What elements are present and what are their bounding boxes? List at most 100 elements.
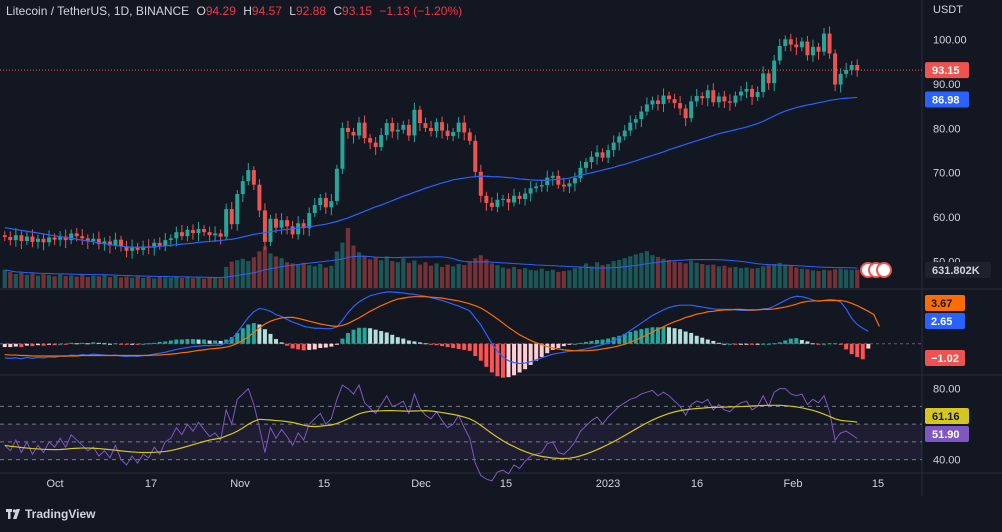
candle-body [683, 108, 688, 119]
candle-body [595, 152, 600, 157]
macd-histogram-bar [2, 343, 7, 348]
macd-histogram-bar [318, 343, 323, 348]
candle-body [85, 238, 90, 242]
volume-bar [141, 278, 146, 288]
rsi-value-label-bg [925, 426, 969, 442]
candle-body [218, 233, 223, 237]
candle-body [644, 104, 649, 112]
macd-histogram-bar [47, 343, 52, 345]
candle-body [473, 140, 478, 172]
ma-value-label: 86.98 [932, 94, 960, 106]
macd-histogram-bar [384, 332, 389, 344]
macd-histogram-bar [146, 343, 151, 345]
time-axis-label: 2023 [596, 478, 620, 490]
macd-histogram-bar [478, 343, 483, 361]
candle-body [711, 90, 716, 103]
candle-body [251, 170, 256, 185]
high-label: H [243, 4, 252, 18]
price-tick-label: 100.00 [933, 35, 967, 47]
volume-bar [666, 259, 672, 288]
candle-body [727, 101, 732, 103]
candle-body [58, 236, 63, 240]
macd-histogram-bar [207, 340, 212, 344]
candle-body [19, 235, 24, 242]
rsi-tick-label: 40.00 [933, 455, 961, 467]
candle-body [429, 127, 433, 132]
candle-body [467, 132, 472, 141]
macd-histogram-bar [750, 343, 755, 345]
candle-body [655, 100, 660, 105]
macd-histogram-bar [285, 343, 290, 346]
macd-histogram-bar [539, 343, 544, 357]
macd-histogram-bar [235, 332, 240, 344]
volume-value-label: 631.802K [932, 265, 980, 277]
volume-bar [522, 268, 528, 288]
volume-bar [46, 275, 52, 288]
volume-bar [362, 255, 367, 288]
volume-bar [705, 265, 710, 288]
volume-bar [761, 266, 766, 288]
macd-histogram-bar [816, 343, 821, 345]
macd-histogram-bar [107, 343, 112, 345]
low-value: 92.88 [295, 4, 327, 18]
volume-bar [606, 264, 611, 288]
volume-bar [185, 277, 190, 288]
candle-body [716, 96, 721, 103]
symbol-title: Litecoin / TetherUS, 1D, BINANCE [6, 4, 190, 18]
volume-bar [118, 277, 124, 288]
macd-histogram-bar [761, 343, 766, 345]
macd-histogram-bar [639, 329, 644, 344]
macd-histogram-bar [705, 339, 710, 344]
volume-bar [268, 253, 273, 288]
volume-bar [844, 269, 849, 288]
brand-name: TradingView [25, 507, 96, 521]
macd-histogram-bar [700, 337, 705, 344]
volume-bar [284, 262, 290, 288]
volume-bar [229, 261, 234, 288]
volume-bar [301, 262, 306, 288]
volume-bar [213, 278, 218, 288]
volume-bar [390, 261, 395, 288]
candle-body [783, 39, 788, 46]
macd-histogram-bar [13, 343, 18, 347]
candle-body [738, 91, 743, 96]
volume-bar [572, 268, 578, 288]
macd-histogram-bar [838, 343, 843, 345]
time-axis-label: Dec [411, 478, 431, 490]
time-axis-label: 15 [872, 478, 884, 490]
candle-body [661, 95, 666, 105]
volume-bar [810, 270, 816, 288]
macd-histogram-bar [290, 343, 295, 349]
candle-body [539, 185, 544, 187]
candle-body [379, 135, 384, 148]
volume-bar [578, 266, 583, 288]
macd-histogram-bar [473, 343, 478, 356]
time-axis-label: 15 [500, 478, 512, 490]
volume-bar [368, 259, 373, 288]
macd-histogram-bar [689, 332, 694, 344]
volume-average-line [4, 255, 858, 279]
candle-body [74, 233, 79, 237]
macd-histogram-bar [401, 338, 406, 344]
candle-body [368, 138, 373, 143]
candle-body [174, 232, 179, 239]
signal-value-label-bg [925, 295, 965, 311]
macd-histogram-bar [24, 343, 29, 346]
candle-body [611, 142, 616, 151]
macd-histogram-bar [395, 337, 400, 344]
candle-body [334, 168, 339, 202]
candle-body [628, 122, 633, 131]
tradingview-logo[interactable]: TradingView [6, 507, 95, 521]
candle-body [794, 44, 799, 48]
candle-body [362, 122, 367, 139]
macd-histogram-bar [135, 343, 140, 345]
candle-body [91, 238, 96, 242]
volume-bar [417, 264, 423, 288]
volume-bar [240, 258, 245, 288]
candle-body [279, 220, 284, 228]
volume-bar [727, 267, 733, 288]
macd-histogram-bar [827, 343, 832, 345]
macd-histogram-bar [445, 343, 450, 348]
volume-bar [838, 268, 843, 288]
